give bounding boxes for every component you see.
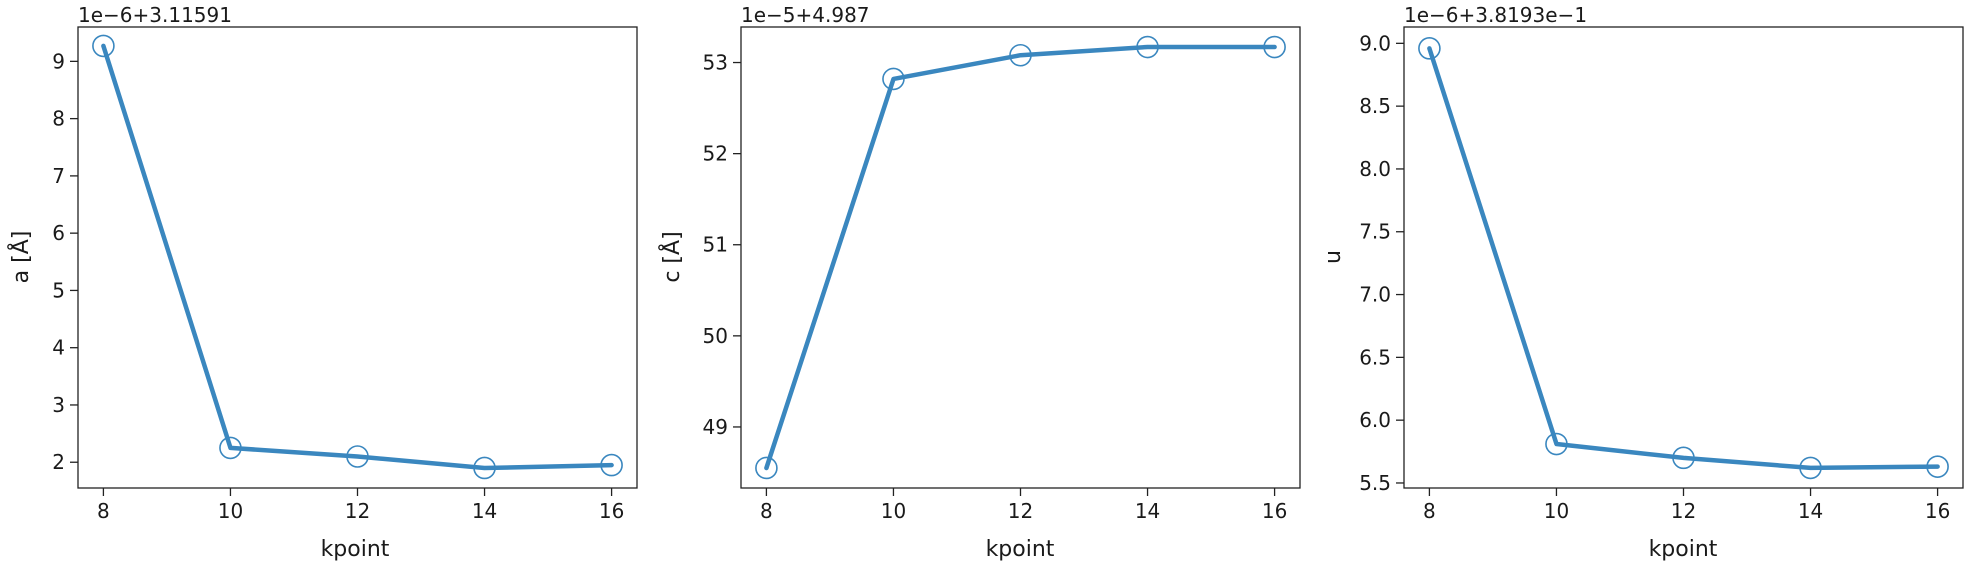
y-tick-label: 6.5 <box>1359 345 1391 369</box>
x-tick-label: 14 <box>1135 499 1160 523</box>
x-tick-label: 12 <box>1671 499 1696 523</box>
x-tick-label: 10 <box>218 499 243 523</box>
data-point <box>600 453 623 477</box>
x-tick-label: 14 <box>1798 499 1823 523</box>
x-tick-label: 10 <box>881 499 906 523</box>
data-point <box>755 456 778 480</box>
offset-text: 1e−6+3.8193e−1 <box>1404 3 1587 27</box>
offset-text: 1e−6+3.11591 <box>78 3 232 27</box>
y-tick-label: 2 <box>52 450 65 474</box>
y-tick-label: 7.5 <box>1359 220 1391 244</box>
x-tick-label: 8 <box>1423 499 1436 523</box>
data-point <box>92 34 115 58</box>
x-axis-label: kpoint <box>1649 537 1718 562</box>
panel-u: 1e−6+3.8193e−1 kpoint u 8 10 12 14 16 5.5 6.0 6… <box>1321 3 1964 562</box>
x-tick-label: 16 <box>1925 499 1950 523</box>
data-point <box>1672 446 1695 470</box>
ticks: 8 10 12 14 16 5.5 6.0 6.5 7.0 7.5 8.0 8.5 9.0 <box>1359 31 1950 523</box>
y-tick-label: 9 <box>52 49 65 73</box>
data-point <box>1545 432 1568 456</box>
data-point <box>1136 35 1159 59</box>
ticks: 8 10 12 14 16 49 50 51 52 53 <box>703 51 1288 523</box>
series-line <box>1427 46 1940 471</box>
y-tick-label: 8 <box>52 107 65 131</box>
series <box>1418 37 1949 480</box>
x-tick-label: 16 <box>599 499 624 523</box>
panel-a: 1e−6+3.11591 kpoint a [Å] 8 10 12 14 16 2 3 4 5 6… <box>7 3 638 562</box>
data-point <box>882 67 905 91</box>
y-tick-label: 7 <box>52 164 65 188</box>
y-tick-label: 51 <box>703 233 728 257</box>
y-tick-label: 52 <box>703 142 728 166</box>
x-tick-label: 16 <box>1262 499 1287 523</box>
panel-c: 1e−5+4.987 kpoint c [Å] 8 10 12 14 16 49 50 51 5… <box>658 3 1301 562</box>
data-point <box>473 456 496 480</box>
y-tick-label: 8.5 <box>1359 94 1391 118</box>
data-point <box>1799 456 1822 480</box>
series <box>755 35 1286 480</box>
data-point <box>346 445 369 468</box>
x-tick-label: 12 <box>345 499 370 523</box>
y-tick-label: 50 <box>703 324 728 348</box>
data-point <box>1263 35 1286 59</box>
x-axis-label: kpoint <box>321 537 390 562</box>
y-tick-label: 9.0 <box>1359 31 1391 55</box>
y-axis-label: a [Å] <box>7 231 34 284</box>
x-tick-label: 12 <box>1008 499 1033 523</box>
y-tick-label: 8.0 <box>1359 157 1391 181</box>
y-tick-label: 7.0 <box>1359 283 1391 307</box>
series <box>92 34 623 480</box>
data-point <box>219 436 242 460</box>
x-axis-label: kpoint <box>986 537 1055 562</box>
y-tick-label: 49 <box>703 415 728 439</box>
x-tick-label: 8 <box>760 499 773 523</box>
series-line <box>101 43 614 471</box>
y-axis-label: c [Å] <box>658 231 685 282</box>
series-line <box>764 44 1277 471</box>
ticks: 8 10 12 14 16 2 3 4 5 6 7 8 9 <box>52 49 624 523</box>
y-tick-label: 3 <box>52 393 65 417</box>
data-point <box>1926 455 1949 478</box>
data-point <box>1418 37 1441 60</box>
offset-text: 1e−5+4.987 <box>741 3 870 27</box>
data-point <box>1009 43 1032 67</box>
y-tick-label: 5 <box>52 278 65 302</box>
y-tick-label: 6 <box>52 221 65 245</box>
y-tick-label: 4 <box>52 336 65 360</box>
x-tick-label: 8 <box>97 499 110 523</box>
y-tick-label: 53 <box>703 51 728 75</box>
x-tick-label: 10 <box>1544 499 1569 523</box>
y-axis-label: u <box>1321 250 1346 264</box>
y-tick-label: 6.0 <box>1359 408 1391 432</box>
y-tick-label: 5.5 <box>1359 471 1391 495</box>
x-tick-label: 14 <box>472 499 497 523</box>
